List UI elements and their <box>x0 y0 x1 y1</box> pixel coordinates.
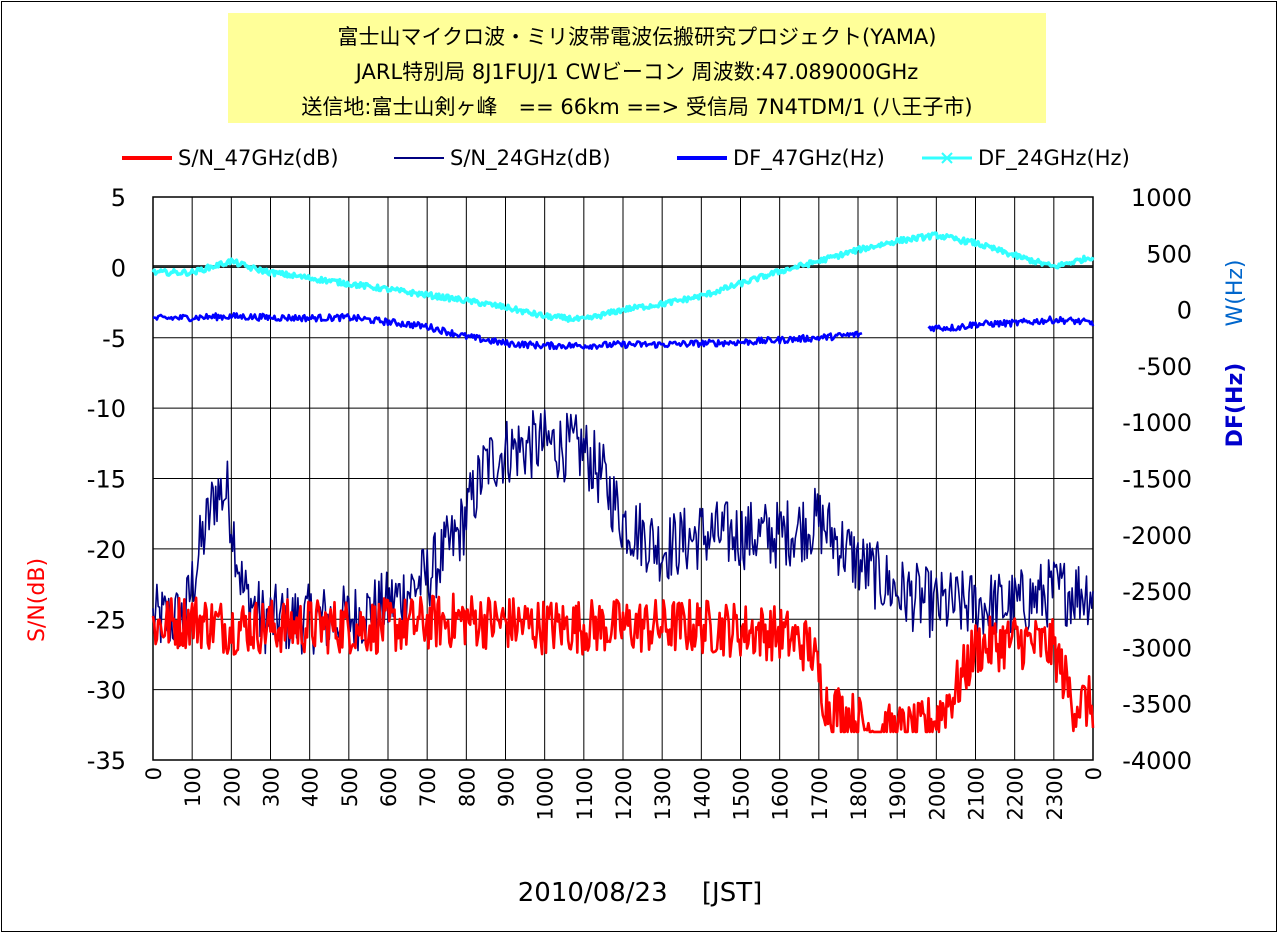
x-tick-label: 1200 <box>612 767 636 820</box>
legend-label-sn47: S/N_47GHz(dB) <box>178 146 339 170</box>
x-tick-label: 900 <box>495 767 519 807</box>
x-tick-label: 600 <box>377 767 401 807</box>
y2-tick-label: -500 <box>1138 353 1192 381</box>
y-tick-label: -25 <box>87 606 126 634</box>
title-line-2: JARL特別局 8J1FUJ/1 CWビーコン 周波数:47.089000GHz <box>355 60 919 84</box>
y-tick-label: -35 <box>87 747 126 775</box>
series-line-df-24ghz-hz- <box>151 231 1095 323</box>
y2-axis-label-bottom-text: DF(Hz) <box>1223 363 1248 448</box>
legend-label-df24: DF_24GHz(Hz) <box>978 146 1130 170</box>
y-tick-label: 5 <box>111 184 126 212</box>
right-axis-ticks: 1000 500 0 -500 -1000 -1500 -2000 -2500 -3000 -35… <box>1122 184 1192 775</box>
x-tick-label: 0 <box>142 767 166 780</box>
left-axis-ticks: 5 0 -5 -10 -15 -20 -25 -30 -35 <box>87 184 126 775</box>
y2-axis-label-top: W(Hz) <box>1223 259 1248 326</box>
x-tick-label: 500 <box>338 767 362 807</box>
series-line-df-47ghz-hz- <box>152 312 1095 351</box>
x-tick-label: 1900 <box>886 767 910 820</box>
x-axis-ticks: 0 100 200 300 400 500 600 700 800 900 1000 1100 1200… <box>142 767 1106 820</box>
y2-tick-label: 0 <box>1177 297 1192 325</box>
y-tick-label: -10 <box>87 395 126 423</box>
legend-swatch-df47 <box>677 156 727 160</box>
series-line-s-n-47ghz-db- <box>151 592 1095 734</box>
y2-tick-label: -4000 <box>1122 747 1192 775</box>
x-tick-label: 1000 <box>534 767 558 820</box>
y-axis-label-text: S/N(dB) <box>25 558 50 642</box>
x-tick-label: 100 <box>181 767 205 807</box>
y-tick-label: -15 <box>87 466 126 494</box>
y2-tick-label: -1500 <box>1122 466 1192 494</box>
x-tick-label: 400 <box>299 767 323 807</box>
y2-axis-label-top-text: W(Hz) <box>1223 259 1248 326</box>
y-tick-label: -5 <box>102 325 126 353</box>
y2-tick-label: -2000 <box>1122 522 1192 550</box>
x-tick-label: 0 <box>1082 767 1106 780</box>
x-tick-label: 300 <box>260 767 284 807</box>
legend-swatch-sn24 <box>394 157 444 159</box>
x-tick-label: 2300 <box>1043 767 1067 820</box>
x-tick-label: 1800 <box>847 767 871 820</box>
x-axis-label: 2010/08/23 [JST] <box>517 878 763 908</box>
y-tick-label: 0 <box>111 254 126 282</box>
chart-title-box: 富士山マイクロ波・ミリ波帯電波伝搬研究プロジェクト(YAMA) JARL特別局 … <box>228 13 1046 123</box>
y-tick-label: -20 <box>87 536 126 564</box>
x-tick-label: 700 <box>416 767 440 807</box>
legend-swatch-df24 <box>922 152 972 164</box>
y2-tick-label: -3500 <box>1122 691 1192 719</box>
x-tick-label: 1400 <box>690 767 714 820</box>
y-tick-label: -30 <box>87 677 126 705</box>
y2-tick-label: 500 <box>1146 240 1192 268</box>
legend-swatch-sn47 <box>122 156 172 160</box>
series-layer <box>151 231 1095 734</box>
y2-tick-label: 1000 <box>1131 184 1192 212</box>
x-tick-label: 2000 <box>925 767 949 820</box>
x-tick-label: 2100 <box>965 767 989 820</box>
y2-tick-label: -2500 <box>1122 578 1192 606</box>
x-tick-label: 1500 <box>730 767 754 820</box>
title-line-3: 送信地:富士山剣ヶ峰 == 66km ==> 受信局 7N4TDM/1 (八王子… <box>301 95 973 119</box>
x-tick-label: 2200 <box>1004 767 1028 820</box>
series-line-s-n-24ghz-db- <box>152 409 1094 655</box>
x-tick-label: 800 <box>455 767 479 807</box>
legend: S/N_47GHz(dB) S/N_24GHz(dB) DF_47GHz(Hz)… <box>120 144 1180 176</box>
x-tick-label: 1100 <box>573 767 597 820</box>
x-tick-label: 200 <box>220 767 244 807</box>
y2-tick-label: -3000 <box>1122 634 1192 662</box>
x-tick-label: 1700 <box>808 767 832 820</box>
y2-tick-label: -1000 <box>1122 409 1192 437</box>
x-tick-label: 1600 <box>769 767 793 820</box>
y2-axis-label-bottom: DF(Hz) <box>1223 363 1248 448</box>
y-axis-label: S/N(dB) <box>25 558 50 642</box>
title-line-1: 富士山マイクロ波・ミリ波帯電波伝搬研究プロジェクト(YAMA) <box>337 25 937 49</box>
legend-label-sn24: S/N_24GHz(dB) <box>450 146 611 170</box>
x-tick-label: 1300 <box>651 767 675 820</box>
legend-label-df47: DF_47GHz(Hz) <box>733 146 885 170</box>
